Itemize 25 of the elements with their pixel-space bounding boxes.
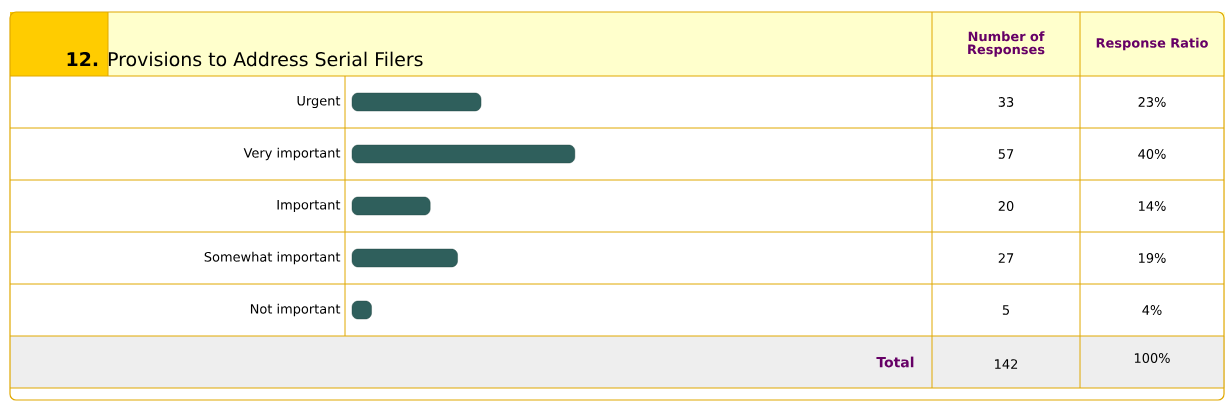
data-label: 20	[998, 201, 1014, 211]
text: 19%	[1139, 253, 1166, 263]
bar	[351, 144, 576, 164]
text: 14%	[1139, 201, 1166, 211]
text: Total	[876, 356, 914, 368]
data-label: 57	[998, 149, 1014, 159]
text: 4%	[1142, 305, 1162, 315]
text: 100%	[1134, 353, 1170, 363]
text: 23%	[1138, 97, 1166, 107]
y-tick-label: Important	[277, 199, 341, 213]
bar	[351, 92, 482, 112]
y-tick-label: Not important	[250, 303, 341, 317]
y-tick-label: Very important	[243, 147, 341, 161]
text: 40%	[1138, 149, 1166, 159]
text: Number of Responses	[968, 31, 1045, 57]
y-tick-label: Urgent	[297, 95, 341, 109]
text: 142	[995, 359, 1018, 369]
chart-title: 12. Provisions to Address Serial Filers	[67, 51, 423, 67]
text: Response Ratio	[1096, 37, 1208, 51]
data-label: 33	[998, 97, 1014, 107]
data-label: 27	[998, 253, 1014, 263]
y-tick-label: Somewhat important	[204, 251, 341, 265]
data-label: 5	[1002, 305, 1009, 315]
bar	[351, 248, 458, 268]
bar	[351, 196, 431, 216]
